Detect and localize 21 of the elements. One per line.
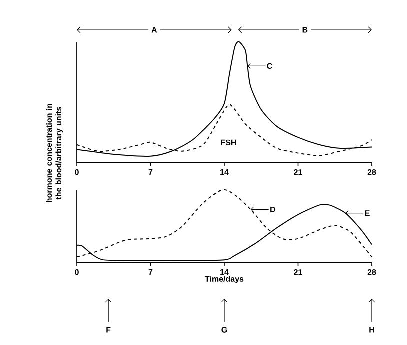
- x-tick-label: 14: [220, 270, 229, 276]
- text: A: [152, 27, 158, 33]
- text: G: [222, 327, 228, 333]
- x-tick-label: 7: [148, 170, 153, 176]
- x-tick-label: 7: [148, 270, 153, 276]
- text: F: [106, 327, 111, 333]
- text: B: [302, 27, 308, 33]
- x-tick-label: 21: [294, 270, 302, 276]
- series-label: FSH: [221, 140, 236, 146]
- x-tick-label: 14: [220, 170, 229, 176]
- annotation: C: [267, 63, 272, 70]
- y-axis-title: hormone concentration in the blood/arbitrary units: [46, 104, 64, 203]
- x-tick-label: 21: [294, 170, 302, 176]
- x-axis-title: Time/days: [205, 276, 244, 284]
- x-tick-label: 0: [75, 170, 79, 176]
- x-tick-label: 0: [75, 270, 79, 276]
- x-tick-label: 28: [368, 270, 376, 276]
- x-tick-label: 28: [368, 170, 376, 176]
- annotation: E: [365, 210, 370, 216]
- annotation: D: [270, 206, 276, 212]
- text: H: [370, 327, 374, 333]
